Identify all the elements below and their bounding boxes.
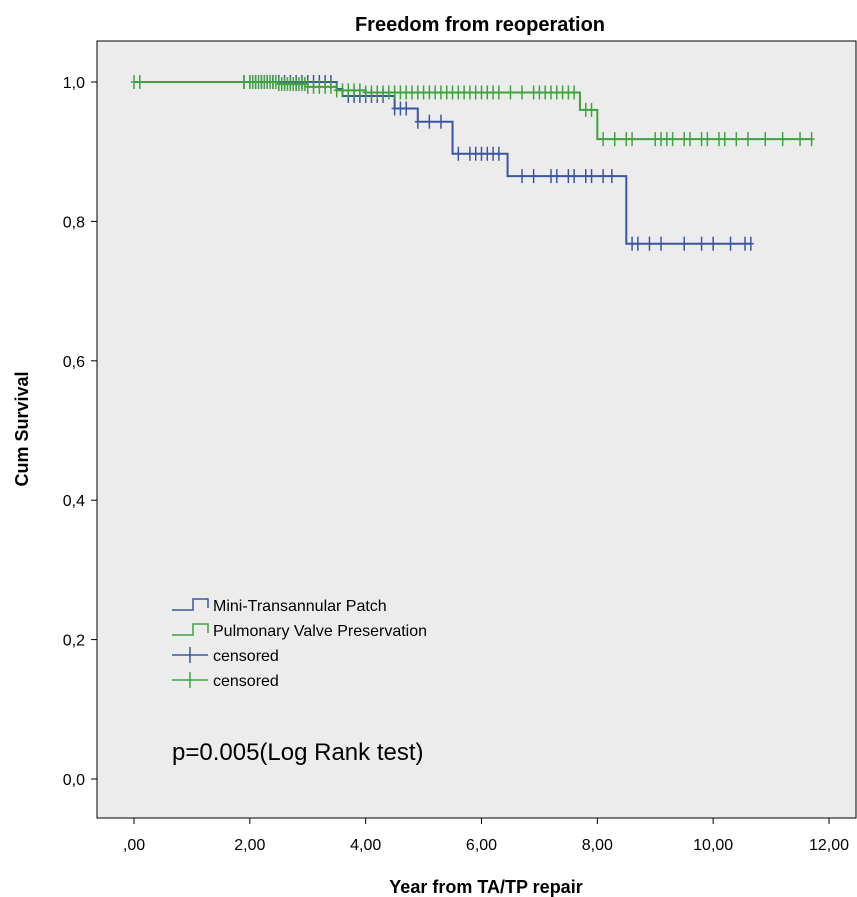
legend-item: censored [172, 647, 279, 665]
x-tick-label: 6,00 [466, 837, 497, 854]
chart-title: Freedom from reoperation [355, 14, 605, 36]
y-tick-label: 0,0 [63, 772, 85, 789]
legend-label: censored [213, 648, 279, 665]
y-tick-label: 0,6 [63, 354, 85, 371]
y-axis: 0,0 0,2 0,4 0,6 0,8 1,0 [63, 75, 97, 789]
legend-label: censored [213, 673, 279, 690]
y-tick-label: 0,2 [63, 633, 85, 650]
y-tick-label: 0,8 [63, 214, 85, 231]
legend-item: censored [172, 672, 279, 690]
x-tick-label: 2,00 [234, 837, 265, 854]
series-layer [131, 75, 815, 251]
x-tick-label: 10,00 [693, 837, 733, 854]
y-tick-label: 1,0 [63, 75, 85, 92]
y-tick-label: 0,4 [63, 493, 85, 510]
x-tick-label: ,00 [123, 837, 145, 854]
x-tick-label: 12,00 [809, 837, 849, 854]
legend-label: Mini-Transannular Patch [213, 598, 387, 615]
legend: Mini-Transannular Patch Pulmonary Valve P… [172, 598, 427, 690]
x-axis-title: Year from TA/TP repair [389, 877, 582, 897]
plot-area [96, 40, 857, 819]
log-rank-annotation: p=0.005(Log Rank test) [172, 739, 424, 766]
legend-swatch [172, 623, 209, 636]
x-tick-label: 4,00 [350, 837, 381, 854]
x-tick-label: 8,00 [582, 837, 613, 854]
legend-item: Mini-Transannular Patch [172, 598, 387, 615]
y-axis-title: Cum Survival [12, 371, 32, 486]
series-2 [131, 75, 815, 147]
legend-swatch [172, 598, 209, 611]
legend-label: Pulmonary Valve Preservation [213, 623, 427, 640]
x-axis: ,00 2,00 4,00 6,00 8,00 10,00 12,00 [123, 818, 849, 854]
legend-item: Pulmonary Valve Preservation [172, 623, 427, 640]
